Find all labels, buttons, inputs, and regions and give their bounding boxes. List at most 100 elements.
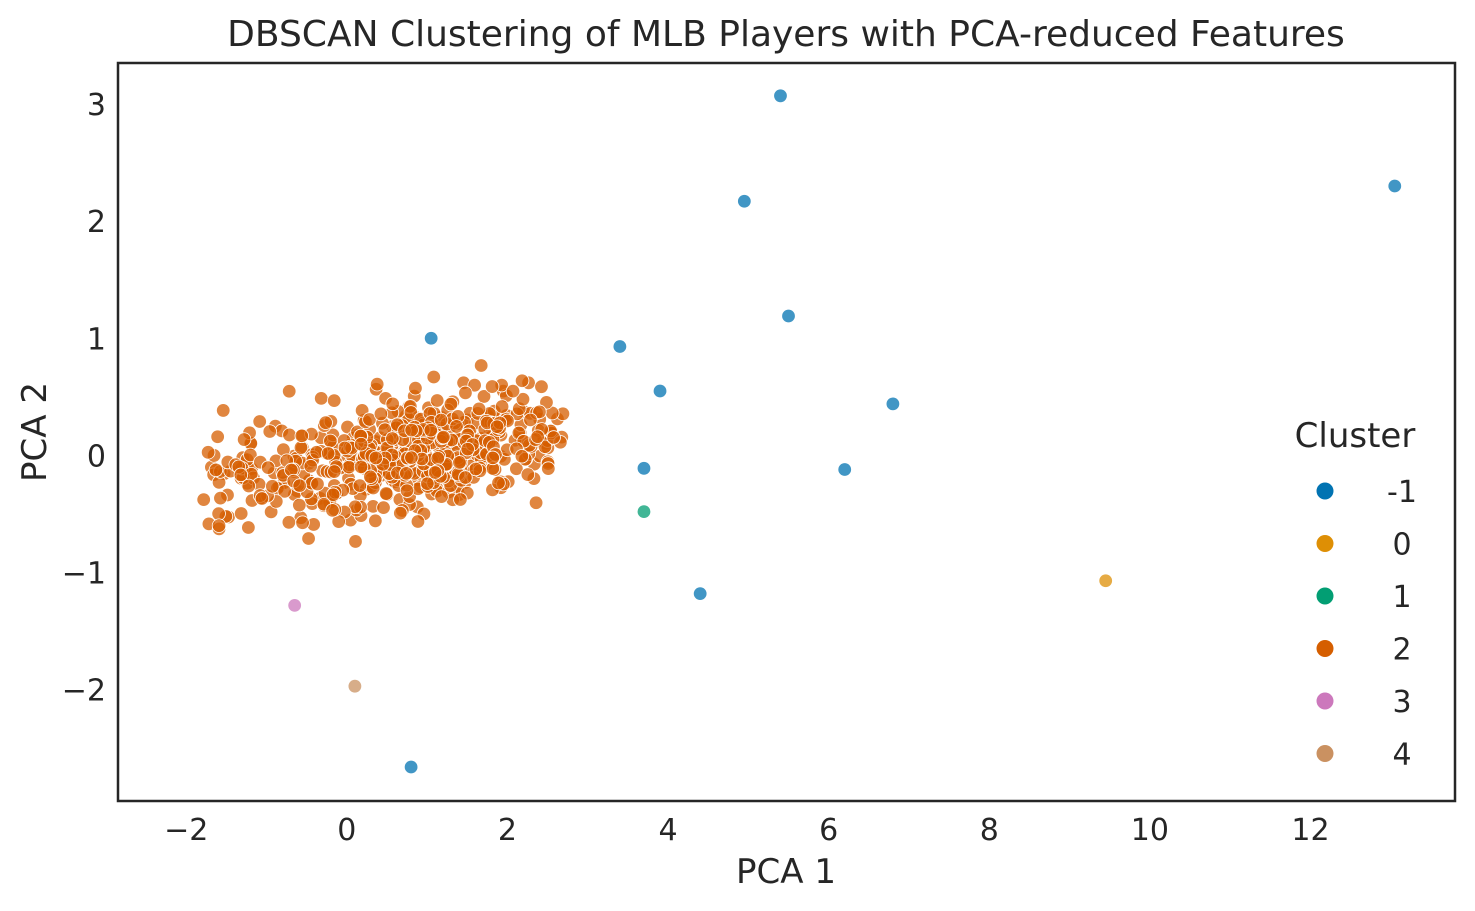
y-tick-labels: −2 −1 0 1 2 3 (62, 88, 106, 709)
cluster-2-point (368, 450, 384, 466)
cluster-2-point (216, 403, 231, 418)
cluster-2-point (458, 385, 473, 401)
cluster--1-point (1387, 178, 1402, 194)
cluster--1-point (737, 194, 752, 209)
cluster-2-point (310, 476, 325, 492)
cluster-2-point (530, 429, 545, 444)
cluster-2-point (303, 459, 318, 474)
cluster-2-point (233, 467, 249, 483)
cluster-2-point (282, 384, 297, 399)
cluster-2-point (213, 490, 228, 506)
cluster-2-point (281, 515, 297, 530)
cluster-2-point (514, 373, 530, 388)
cluster-2-point (491, 475, 506, 491)
legend-marker--1 (1316, 482, 1334, 500)
cluster-2-point (420, 476, 435, 491)
plot-frame (116, 61, 1457, 803)
cluster-2-point (476, 389, 492, 404)
cluster-2-point (467, 377, 482, 393)
cluster-2-point (453, 492, 468, 507)
cluster-2-point (509, 461, 524, 476)
cluster-2-point (295, 515, 310, 530)
cluster-2-point (429, 393, 445, 408)
legend-marker-2 (1316, 640, 1334, 657)
cluster-2-point (292, 478, 307, 493)
cluster-2-point (233, 506, 249, 521)
x-tick-label: 8 (980, 813, 999, 848)
cluster--1-point (837, 462, 852, 477)
x-tick-label: 4 (659, 813, 678, 848)
cluster-2-point (282, 427, 297, 443)
cluster-2-point (430, 451, 445, 466)
cluster-2-point (505, 383, 521, 399)
y-axis-label: PCA 2 (15, 382, 55, 482)
cluster-2-point (211, 518, 227, 533)
cluster-2-point (353, 437, 369, 452)
cluster-2-point (211, 506, 226, 521)
cluster-2-point (208, 462, 224, 478)
cluster-2-point (385, 396, 400, 412)
cluster--1-point (636, 461, 652, 476)
cluster-0-point (1098, 573, 1113, 588)
cluster-2-point (325, 487, 341, 502)
legend-title: Cluster (1295, 416, 1416, 456)
cluster-2-point (318, 415, 333, 430)
cluster-2-point (458, 470, 473, 485)
cluster-2-point (254, 491, 270, 506)
cluster-2-point (485, 450, 500, 466)
y-tick-label: 2 (87, 205, 106, 240)
cluster-2-point (514, 449, 530, 464)
cluster-2-point (434, 489, 449, 504)
chart-title: DBSCAN Clustering of MLB Players with PC… (227, 14, 1345, 55)
cluster-2-point (368, 513, 383, 529)
cluster-2-point (410, 514, 426, 529)
cluster-2-point (489, 419, 505, 434)
legend-marker-0 (1316, 535, 1334, 552)
cluster-1-point (636, 504, 652, 519)
cluster-2-point (393, 505, 408, 521)
cluster-2-point (376, 500, 391, 515)
cluster-2-point (532, 404, 547, 420)
cluster-2-point (515, 392, 531, 407)
y-tick-label: −2 (62, 674, 106, 709)
legend-label--1: -1 (1387, 475, 1417, 510)
cluster-2-point (241, 520, 256, 535)
cluster-2-point (408, 381, 423, 396)
y-tick-label: −1 (62, 557, 106, 592)
cluster-2-point (404, 450, 419, 465)
x-tick-label: 6 (819, 813, 838, 848)
cluster-2-point (443, 396, 459, 412)
cluster--1-point (423, 331, 439, 346)
cluster-2-point (196, 492, 211, 507)
legend: Cluster -1 0 1 2 3 4 (1295, 416, 1417, 773)
cluster-2-point (320, 446, 336, 461)
cluster-2-point (236, 432, 252, 447)
x-tick-label: 10 (1131, 813, 1169, 848)
points-layer (196, 88, 1402, 775)
cluster-2-point (252, 414, 267, 429)
cluster-4-point (347, 679, 363, 694)
cluster-2-point (265, 479, 280, 494)
cluster-2-point (534, 379, 549, 394)
legend-label-3: 3 (1392, 685, 1411, 720)
cluster-2-point (353, 459, 369, 475)
cluster-2-point (452, 455, 467, 470)
y-tick-label: 0 (87, 439, 106, 474)
legend-marker-3 (1316, 692, 1334, 710)
cluster-2-point (436, 429, 451, 445)
cluster-2-point (260, 460, 276, 475)
cluster-2-point (373, 406, 389, 422)
cluster-2-point (523, 412, 538, 428)
cluster-2-point (292, 497, 307, 513)
x-tick-label: 2 (498, 813, 517, 848)
legend-label-2: 2 (1392, 633, 1411, 668)
x-tick-label: −2 (164, 813, 208, 848)
cluster-2-point (362, 412, 377, 427)
cluster-2-point (404, 422, 419, 438)
cluster-2-point (262, 424, 277, 439)
cluster-2-point (241, 478, 256, 494)
cluster-2-point (399, 466, 414, 481)
cluster-2-point (528, 495, 544, 510)
cluster-2-point (433, 412, 449, 428)
